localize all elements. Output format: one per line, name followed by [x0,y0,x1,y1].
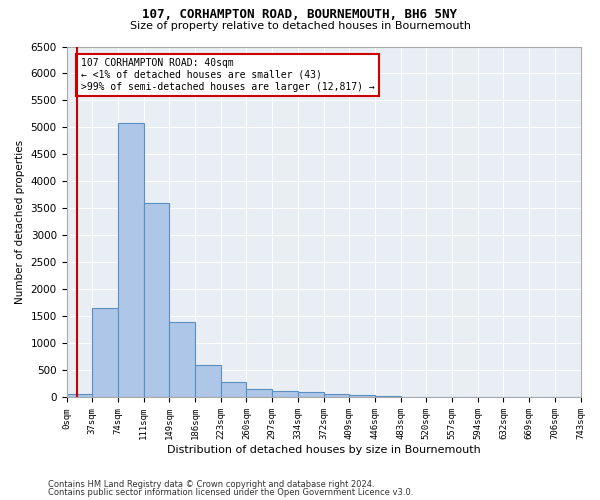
Bar [92,308,118,398]
Text: 107 CORHAMPTON ROAD: 40sqm
← <1% of detached houses are smaller (43)
>99% of sem: 107 CORHAMPTON ROAD: 40sqm ← <1% of deta… [80,58,374,92]
Bar [298,392,323,398]
Bar [427,397,452,398]
Text: 107, CORHAMPTON ROAD, BOURNEMOUTH, BH6 5NY: 107, CORHAMPTON ROAD, BOURNEMOUTH, BH6 5… [143,8,458,20]
Bar [401,396,427,398]
Bar [247,389,272,398]
Y-axis label: Number of detached properties: Number of detached properties [15,140,25,304]
Bar [375,396,401,398]
Text: Contains public sector information licensed under the Open Government Licence v3: Contains public sector information licen… [48,488,413,497]
Bar [169,322,195,398]
Bar [143,203,169,398]
Bar [349,395,375,398]
X-axis label: Distribution of detached houses by size in Bournemouth: Distribution of detached houses by size … [167,445,481,455]
Bar [323,394,349,398]
Bar [272,392,298,398]
Bar [195,364,221,398]
Bar [67,394,92,398]
Text: Size of property relative to detached houses in Bournemouth: Size of property relative to detached ho… [130,21,470,31]
Bar [221,382,247,398]
Bar [118,123,143,398]
Text: Contains HM Land Registry data © Crown copyright and database right 2024.: Contains HM Land Registry data © Crown c… [48,480,374,489]
